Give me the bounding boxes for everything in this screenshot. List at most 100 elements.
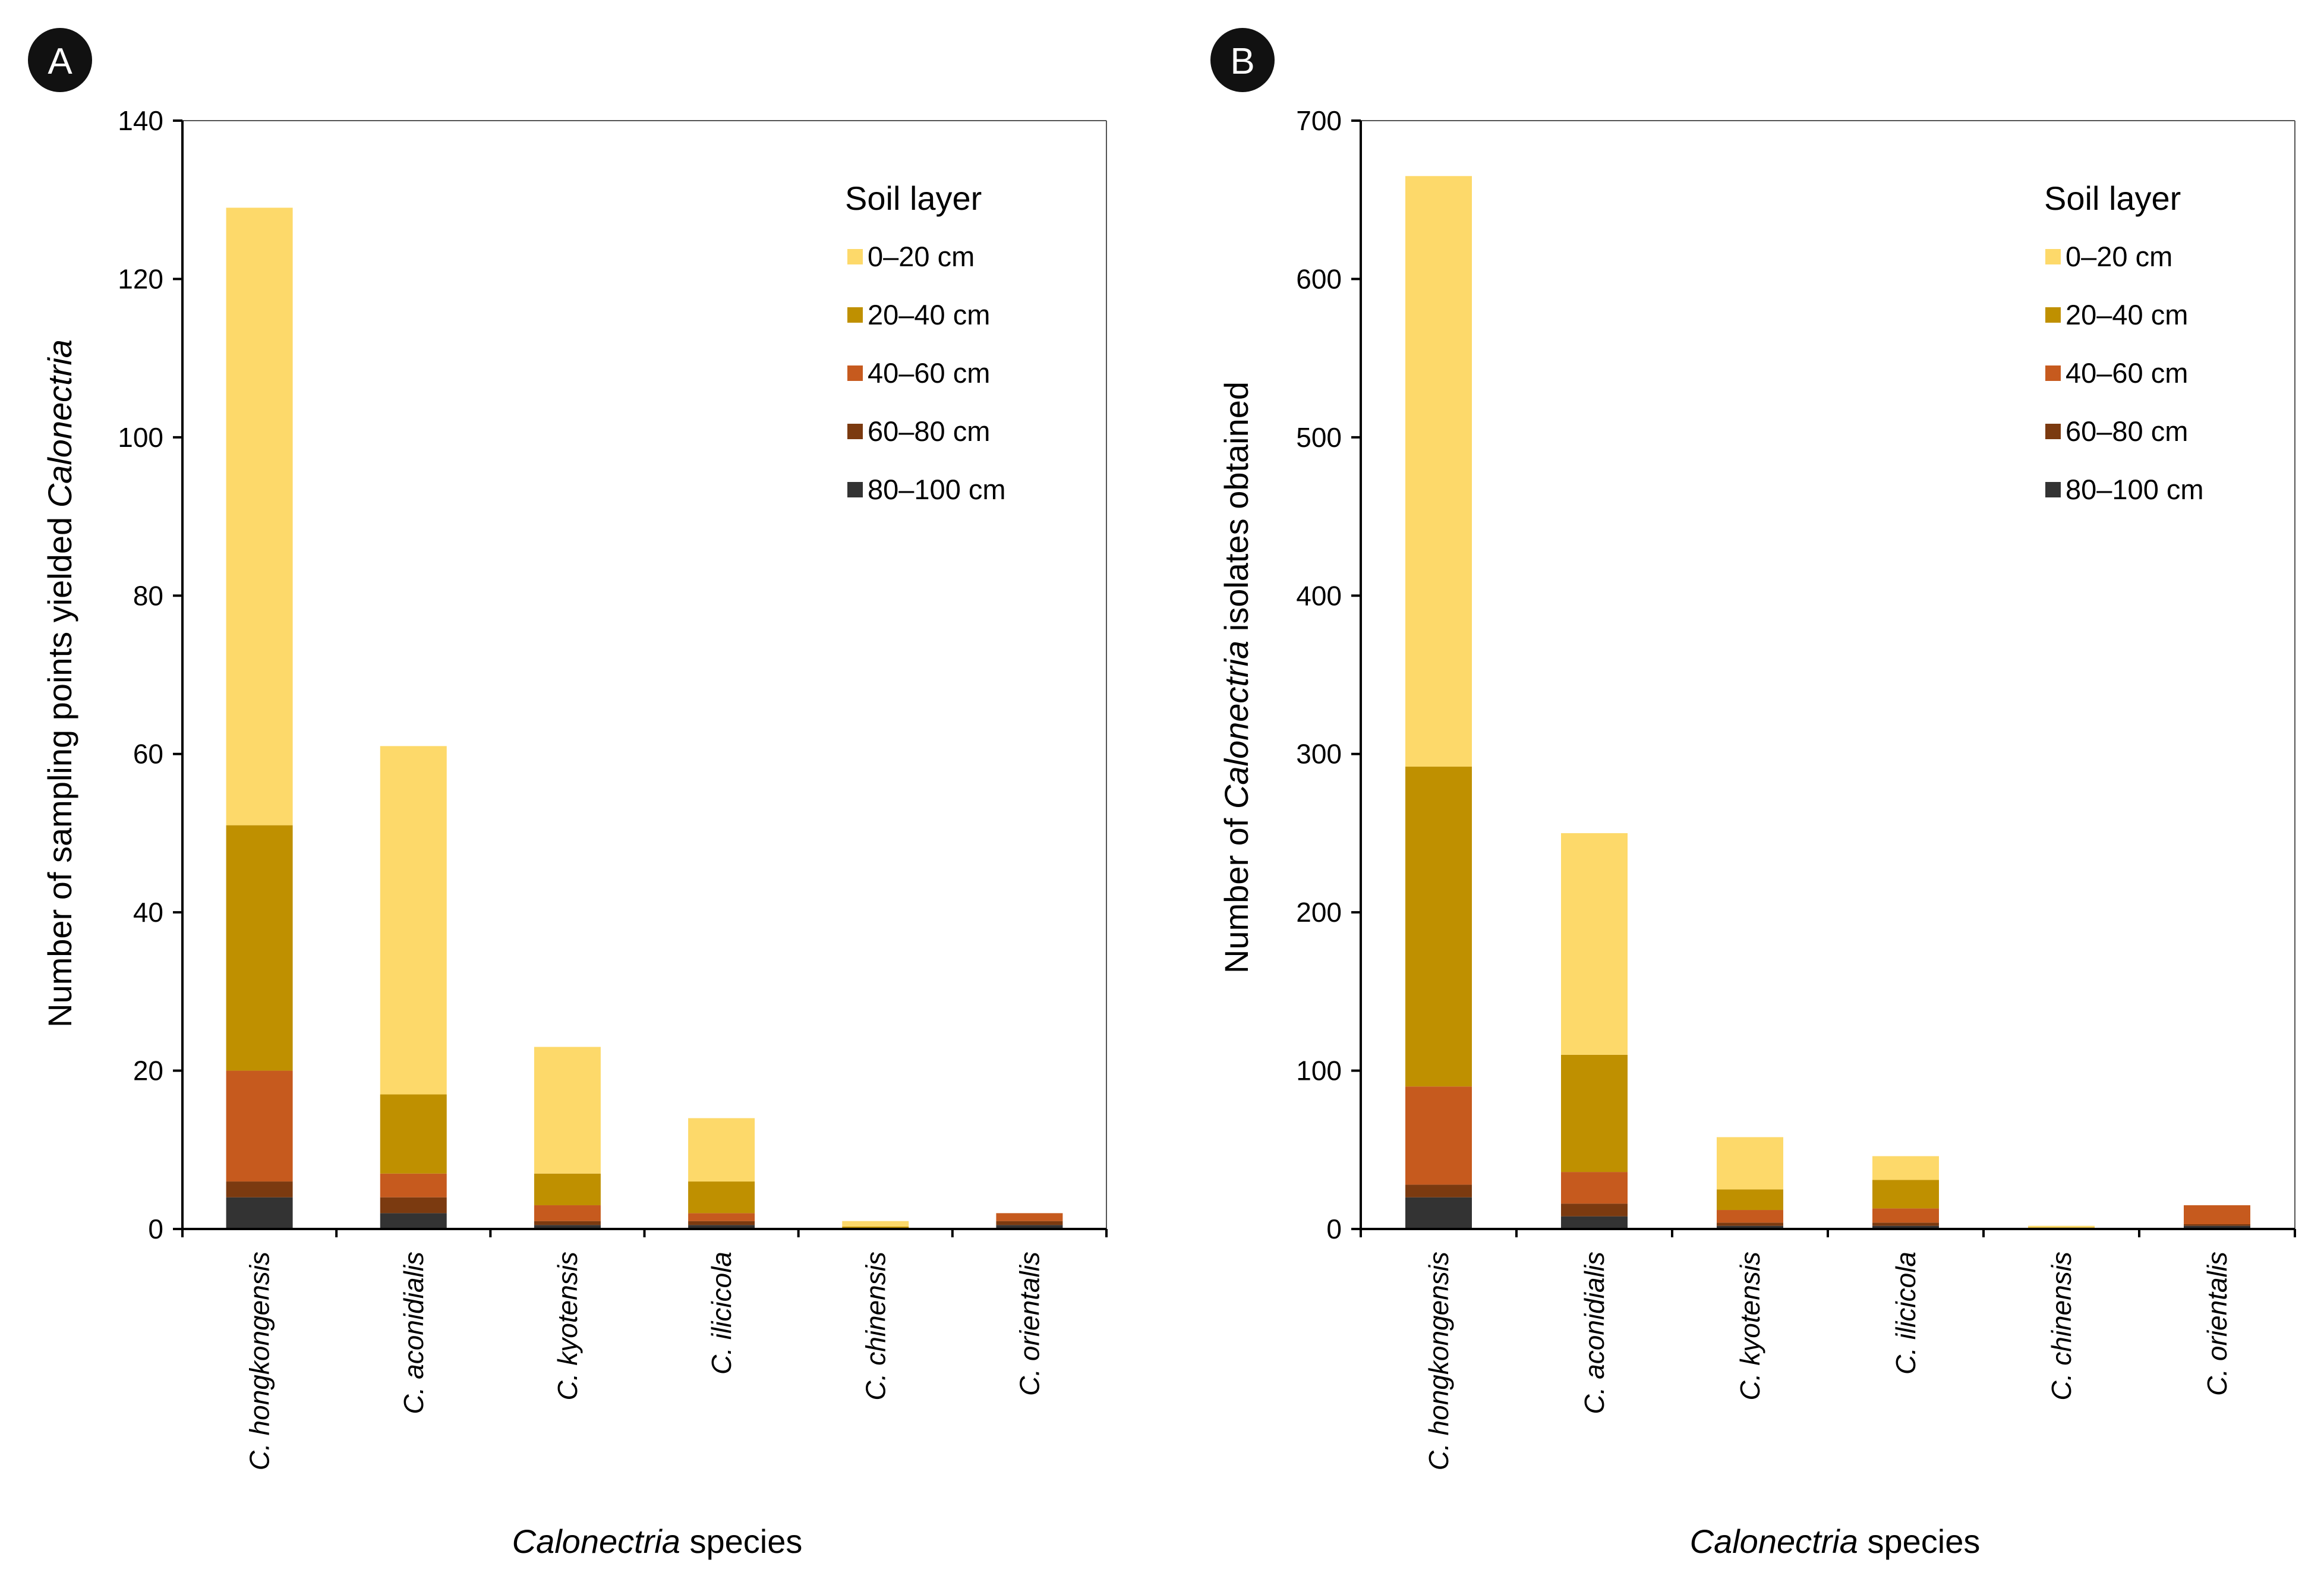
legend-swatch-a-5	[847, 482, 863, 497]
x-axis-title-b: Calonectria species	[1690, 1523, 1981, 1560]
bar-b-3-0-20	[1717, 1137, 1783, 1190]
panel-b: B C. hongkongensis C. aconidialis C. kyote…	[1210, 28, 2296, 1560]
legend-swatch-b-4	[2045, 424, 2061, 439]
y-tick-label-a-80: 80	[133, 580, 163, 611]
x-tick-label-a-2: C. aconidialis	[398, 1252, 429, 1414]
plot-area-b: C. hongkongensis C. aconidialis C. kyotens…	[1296, 105, 2296, 1470]
bar-a-4-60-80	[688, 1221, 755, 1225]
legend-swatch-a-4	[847, 424, 863, 439]
bar-a-2-20-40	[380, 1094, 447, 1174]
x-tick-label-a-6: C. orientalis	[1014, 1252, 1045, 1396]
legend-swatch-b-5	[2045, 482, 2061, 497]
legend-title-a: Soil layer	[845, 179, 982, 217]
bar-a-3-40-60	[534, 1205, 601, 1221]
x-tick-label-a-3: C. kyotensis	[552, 1252, 583, 1401]
bar-a-4-40-60	[688, 1213, 755, 1221]
panel-a-badge	[28, 28, 92, 92]
bar-b-3-20-40	[1717, 1189, 1783, 1211]
bar-b-4-0-20	[1872, 1156, 1939, 1180]
y-tick-label-b-200: 200	[1296, 897, 1342, 928]
bar-b-3-40-60	[1717, 1210, 1783, 1223]
legend-label-a-4: 60–80 cm	[868, 415, 990, 447]
bar-a-1-40-60	[226, 1070, 293, 1182]
bar-a-1-80-100	[226, 1197, 293, 1229]
legend-label-b-1: 0–20 cm	[2066, 241, 2172, 272]
x-tick-label-b-4: C. ilicicola	[1890, 1252, 1921, 1375]
x-tick-label-b-1: C. hongkongensis	[1423, 1252, 1454, 1470]
y-tick-label-a-120: 120	[118, 263, 163, 294]
legend-label-a-3: 40–60 cm	[868, 357, 990, 389]
bar-a-2-40-60	[380, 1173, 447, 1197]
x-axis-title-a: Calonectria species	[512, 1523, 803, 1560]
bar-a-1-20-40	[226, 825, 293, 1071]
bar-a-5-0-20	[842, 1221, 909, 1227]
y-tick-label-b-100: 100	[1296, 1055, 1342, 1086]
bar-b-6-80-100	[2184, 1225, 2250, 1229]
x-tick-label-b-2: C. aconidialis	[1579, 1252, 1610, 1414]
bar-a-6-80-100	[996, 1225, 1063, 1229]
bar-b-2-40-60	[1561, 1172, 1628, 1204]
bar-a-2-60-80	[380, 1197, 447, 1214]
legend-label-b-4: 60–80 cm	[2066, 415, 2188, 447]
bar-b-1-60-80	[1405, 1184, 1472, 1197]
bar-b-3-80-100	[1717, 1225, 1783, 1229]
y-tick-label-a-40: 40	[133, 897, 163, 928]
panel-a: A C. hongkongensis C. aconidialis C. kyote…	[28, 28, 1108, 1560]
legend-swatch-a-2	[847, 307, 863, 323]
bar-a-3-20-40	[534, 1173, 601, 1206]
bar-a-4-0-20	[688, 1118, 755, 1182]
panel-b-badge	[1210, 28, 1275, 92]
bar-b-5-0-20	[2028, 1225, 2095, 1228]
y-tick-label-b-700: 700	[1296, 105, 1342, 136]
legend-a: Soil layer 0–20 cm 20–40 cm 40–60 cm 60–80 …	[845, 179, 1006, 505]
legend-label-b-5: 80–100 cm	[2066, 474, 2204, 505]
bar-a-6-40-60	[996, 1213, 1063, 1221]
bar-a-1-60-80	[226, 1181, 293, 1197]
y-tick-label-a-100: 100	[118, 422, 163, 453]
y-tick-label-a-20: 20	[133, 1055, 163, 1086]
bar-b-1-20-40	[1405, 767, 1472, 1087]
y-tick-label-b-500: 500	[1296, 422, 1342, 453]
panel-a-letter: A	[48, 41, 72, 82]
legend-label-a-2: 20–40 cm	[868, 299, 990, 330]
x-tick-label-b-5: C. chinensis	[2046, 1252, 2077, 1401]
legend-label-a-1: 0–20 cm	[868, 241, 975, 272]
bar-b-4-80-100	[1872, 1225, 1939, 1229]
legend-label-a-5: 80–100 cm	[868, 474, 1006, 505]
x-tick-label-a-5: C. chinensis	[860, 1252, 891, 1401]
bar-b-2-80-100	[1561, 1216, 1628, 1229]
x-tick-label-a-4: C. ilicicola	[706, 1252, 737, 1375]
legend-swatch-b-2	[2045, 307, 2061, 323]
legend-label-b-3: 40–60 cm	[2066, 357, 2188, 389]
legend-swatch-a-1	[847, 249, 863, 264]
legend-title-b: Soil layer	[2044, 179, 2181, 217]
bar-a-3-0-20	[534, 1047, 601, 1174]
bar-b-4-40-60	[1872, 1208, 1939, 1223]
y-axis-title-a: Number of sampling points yielded Calone…	[41, 339, 78, 1028]
y-tick-label-a-60: 60	[133, 739, 163, 770]
bar-a-1-0-20	[226, 207, 293, 825]
bar-b-1-40-60	[1405, 1086, 1472, 1185]
bar-b-2-20-40	[1561, 1054, 1628, 1173]
x-tick-label-b-3: C. kyotensis	[1735, 1252, 1765, 1401]
bar-b-1-0-20	[1405, 176, 1472, 767]
bar-a-2-80-100	[380, 1213, 447, 1229]
bar-b-3-60-80	[1717, 1222, 1783, 1226]
bar-b-1-80-100	[1405, 1197, 1472, 1229]
bar-b-4-20-40	[1872, 1180, 1939, 1209]
y-tick-label-b-600: 600	[1296, 263, 1342, 294]
y-axis-title-b: Number of Calonectria isolates obtained	[1218, 382, 1255, 973]
legend-label-b-2: 20–40 cm	[2066, 299, 2188, 330]
bar-a-4-20-40	[688, 1181, 755, 1214]
bar-a-4-80-100	[688, 1225, 755, 1229]
y-tick-label-b-0: 0	[1326, 1214, 1342, 1244]
bar-b-6-40-60	[2184, 1205, 2250, 1225]
bar-a-3-80-100	[534, 1225, 601, 1229]
plot-area-a: C. hongkongensis C. aconidialis C. kyotens…	[118, 105, 1108, 1470]
bar-a-3-60-80	[534, 1221, 601, 1225]
y-tick-label-a-0: 0	[148, 1214, 163, 1244]
panel-b-letter: B	[1230, 41, 1254, 82]
x-tick-label-a-1: C. hongkongensis	[244, 1252, 275, 1470]
legend-swatch-a-3	[847, 365, 863, 381]
bar-b-4-60-80	[1872, 1222, 1939, 1226]
